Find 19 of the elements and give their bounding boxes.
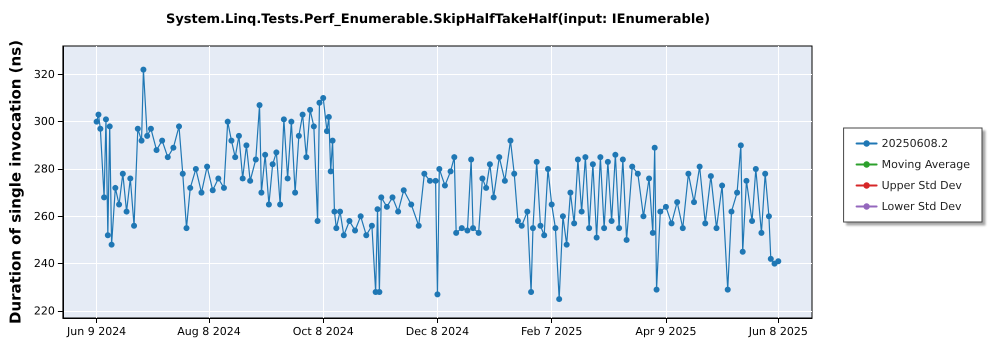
legend-label: 20250608.2: [882, 137, 948, 150]
y-tick-label: 260: [34, 210, 55, 223]
chart-title: System.Linq.Tests.Perf_Enumerable.SkipHalfTakeHalf(input: IEnumerable): [166, 12, 710, 27]
x-tick-label: Apr 9 2025: [635, 325, 696, 338]
x-tick-label: Jun 9 2024: [66, 325, 126, 338]
y-axis-title: Duration of single invocation (ns): [6, 40, 24, 324]
x-tick-label: Oct 8 2024: [292, 325, 354, 338]
x-tick-label: Feb 7 2025: [520, 325, 582, 338]
x-tick-label: Aug 8 2024: [177, 325, 241, 338]
x-tick-label: Dec 8 2024: [406, 325, 470, 338]
legend-label: Lower Std Dev: [882, 200, 962, 213]
x-tick-label: Jun 8 2025: [748, 325, 808, 338]
y-tick-label: 280: [34, 162, 55, 176]
legend-label: Moving Average: [882, 158, 970, 171]
legend-label: Upper Std Dev: [882, 179, 962, 192]
y-tick-label: 240: [34, 257, 55, 270]
y-tick-label: 300: [34, 115, 55, 128]
y-tick-label: 320: [34, 68, 55, 81]
y-tick-label: 220: [34, 304, 55, 318]
